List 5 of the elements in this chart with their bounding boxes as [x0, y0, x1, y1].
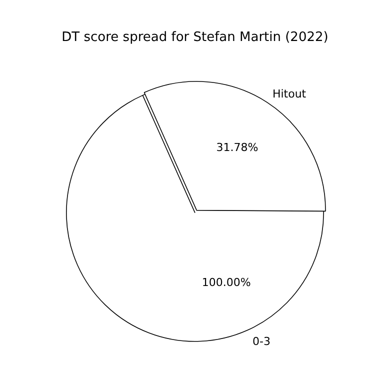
- data-label: 100.00%: [202, 276, 251, 290]
- slice-label: 0-3: [252, 334, 271, 348]
- slice-label: Hitout: [272, 87, 307, 100]
- chart-title: DT score spread for Stefan Martin (2022): [62, 30, 328, 46]
- data-label: 31.78%: [216, 141, 258, 154]
